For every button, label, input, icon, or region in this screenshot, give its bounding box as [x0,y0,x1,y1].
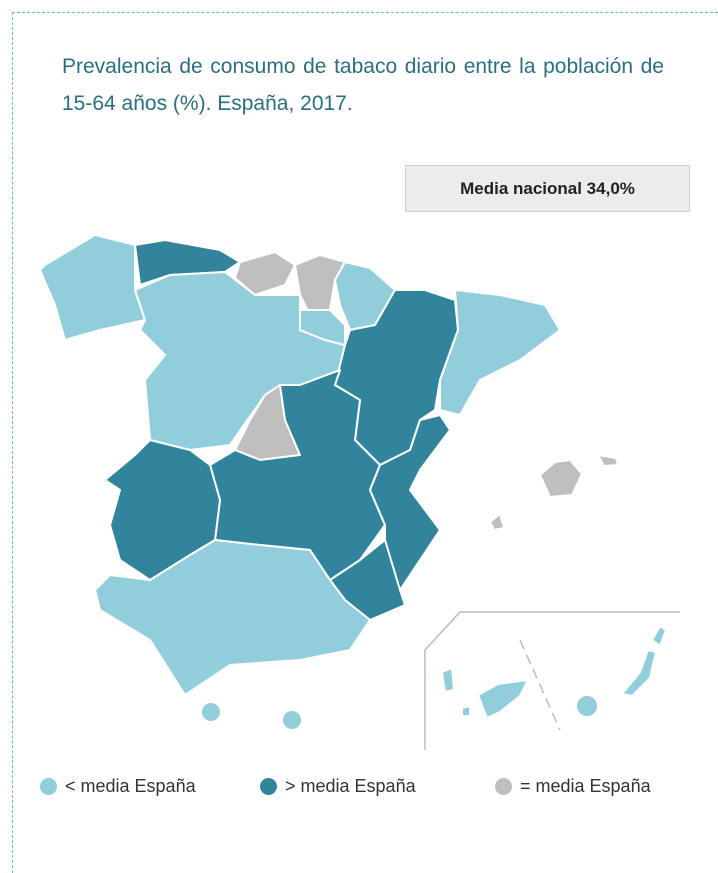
legend-item: = media España [495,772,651,800]
region [134,239,241,286]
national-mean-badge: Media nacional 34,0% [405,165,690,212]
region [621,649,657,697]
legend-swatch [260,777,277,795]
frame [12,12,718,873]
title: Prevalencia de consumo de tabaco diario … [62,55,664,115]
legend-label: > media España [285,775,416,796]
region [94,539,371,696]
inset-frame [424,611,680,750]
region [281,709,303,731]
region [489,513,505,531]
region [439,289,561,416]
region [441,667,455,693]
legend-item: > media España [260,772,416,800]
region [234,251,296,296]
inset-divider [519,639,561,731]
legend-swatch [495,777,512,795]
legend-label: = media España [520,775,651,796]
legend-swatch [40,777,57,795]
region [575,694,599,718]
legend-item: < media España [40,772,196,800]
region [539,459,583,498]
region [294,254,346,316]
legend-label: < media España [65,775,196,796]
region [477,679,529,719]
region [651,625,667,647]
region [461,705,471,717]
legend: < media España > media España = media Espa… [40,772,700,800]
region [39,234,146,341]
region [597,454,619,467]
region [369,414,451,591]
region [200,701,222,723]
